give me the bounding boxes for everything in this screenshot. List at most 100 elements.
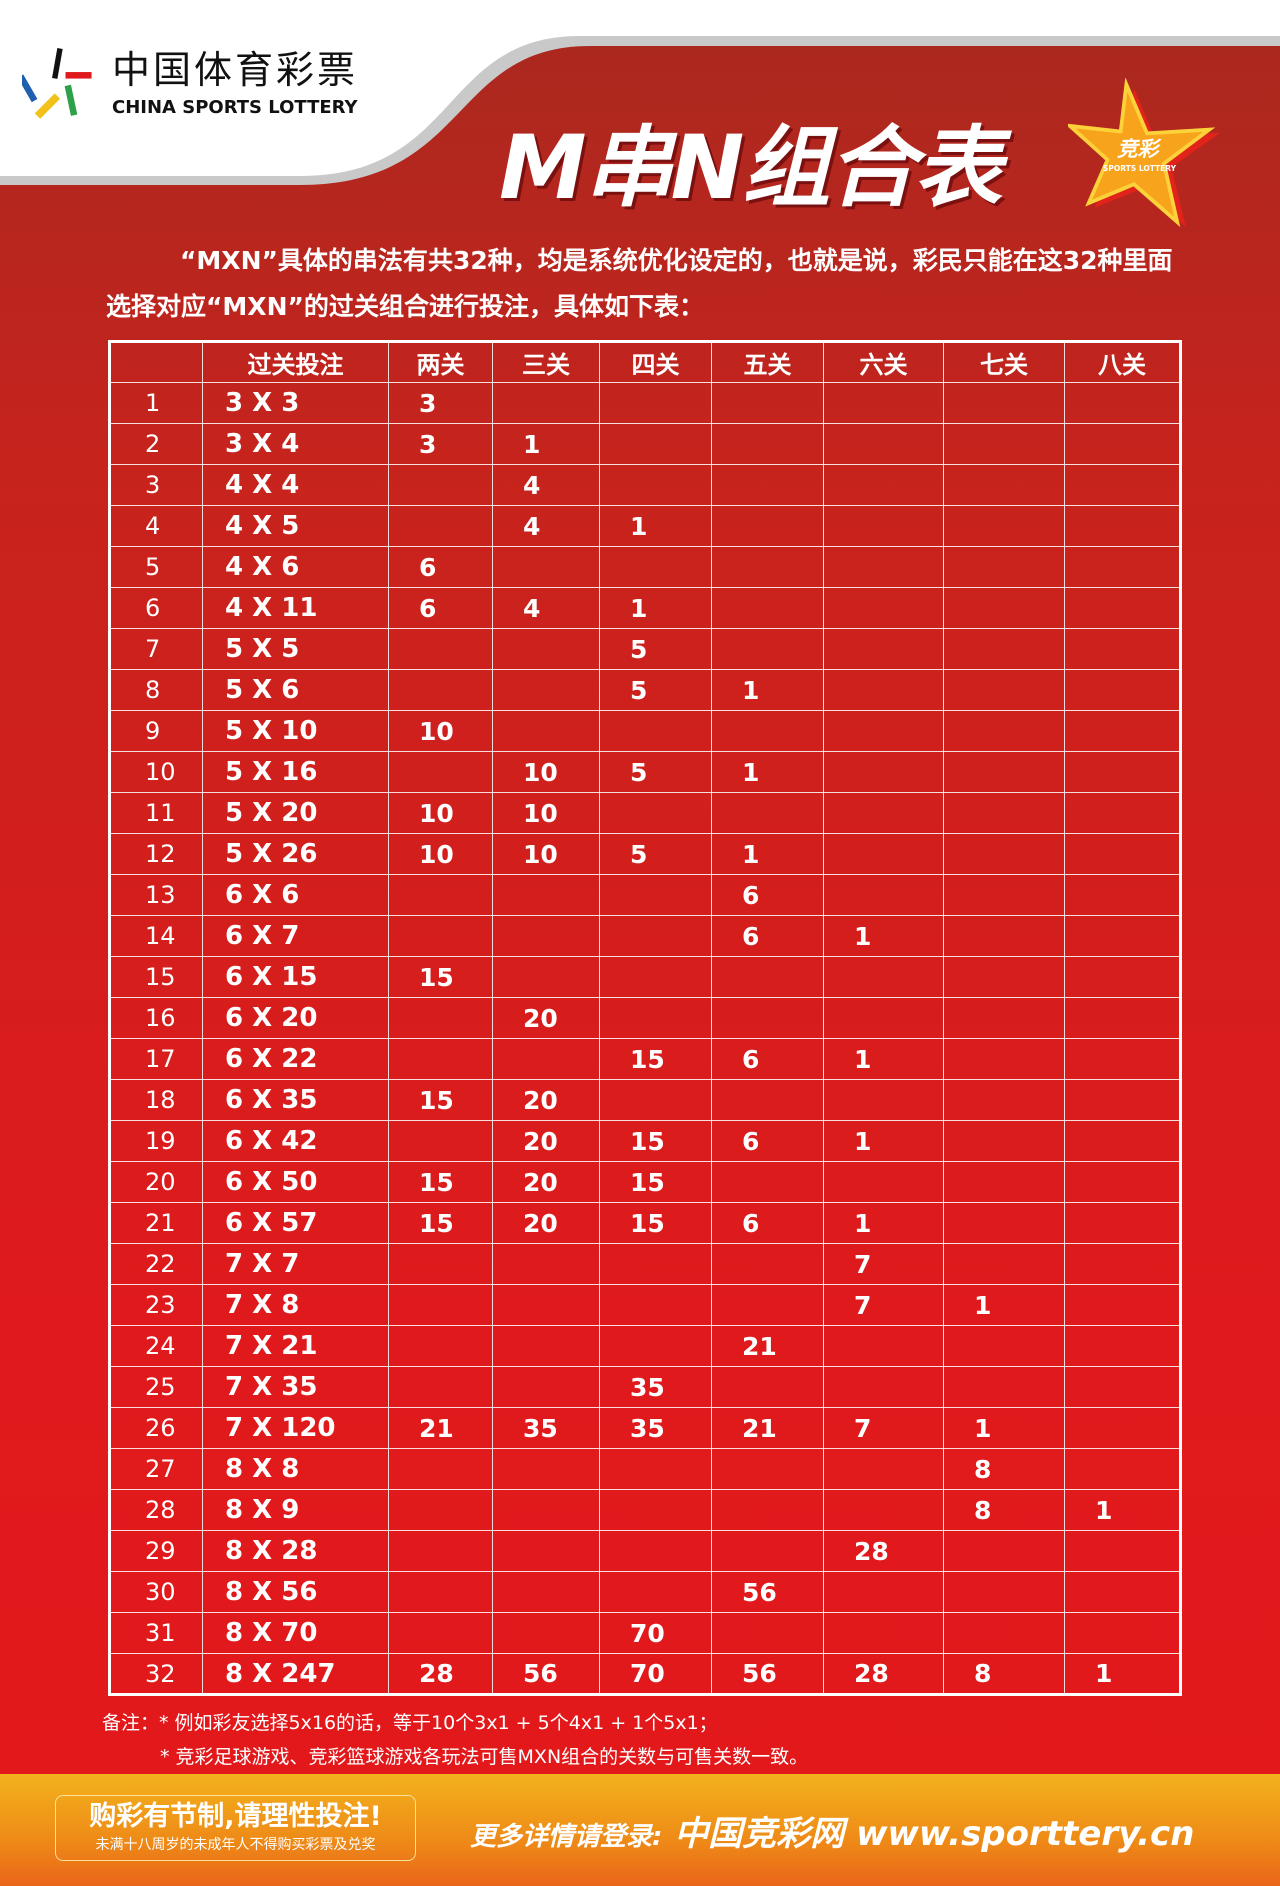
combination-count-cell (388, 464, 493, 506)
combination-count-cell (599, 1284, 712, 1326)
bet-type-cell: 5 X 6 (202, 669, 389, 711)
combination-count-cell (823, 669, 944, 711)
combination-count-cell (711, 505, 824, 547)
combination-count-cell (599, 464, 712, 506)
combination-count-cell: 28 (823, 1653, 944, 1695)
combination-count-cell: 10 (492, 751, 600, 793)
combination-count-cell: 1 (943, 1407, 1065, 1449)
combination-count-cell (943, 833, 1065, 875)
bet-type-cell: 7 X 120 (202, 1407, 389, 1449)
combination-count-cell (1064, 1366, 1181, 1408)
combination-count-cell (943, 423, 1065, 465)
combination-count-cell: 1 (1064, 1653, 1181, 1695)
combination-count-cell (1064, 1530, 1181, 1572)
combination-count-cell (943, 1161, 1065, 1203)
combination-count-cell (823, 1079, 944, 1121)
combination-count-cell (1064, 382, 1181, 424)
bet-type-cell: 6 X 57 (202, 1202, 389, 1244)
row-number: 7 (109, 628, 203, 670)
bet-type-cell: 5 X 5 (202, 628, 389, 670)
combination-count-cell (1064, 833, 1181, 875)
combination-count-cell (599, 546, 712, 588)
note-line-1: 备注：* 例如彩友选择5x16的话，等于10个3x1 + 5个4x1 + 1个5… (102, 1712, 718, 1734)
combination-count-cell: 3 (388, 382, 493, 424)
bet-type-cell: 6 X 42 (202, 1120, 389, 1162)
bet-type-cell: 8 X 9 (202, 1489, 389, 1531)
bet-type-cell: 6 X 15 (202, 956, 389, 998)
combination-count-cell (711, 1243, 824, 1285)
combination-count-cell: 10 (388, 833, 493, 875)
row-number: 25 (109, 1366, 203, 1408)
combination-count-cell: 21 (711, 1325, 824, 1367)
combination-count-cell (823, 382, 944, 424)
combination-count-cell: 70 (599, 1612, 712, 1654)
combination-count-cell (388, 1530, 493, 1572)
lottery-star-logo-icon (22, 48, 92, 119)
combination-count-cell: 15 (388, 956, 493, 998)
column-header: 四关 (599, 341, 712, 383)
combination-count-cell (711, 464, 824, 506)
bet-type-cell: 7 X 21 (202, 1325, 389, 1367)
combination-count-cell (388, 1038, 493, 1080)
header-white-wave (0, 0, 1280, 185)
bet-type-cell: 8 X 56 (202, 1571, 389, 1613)
combination-count-cell (943, 628, 1065, 670)
combination-count-cell (823, 1612, 944, 1654)
combination-count-cell (1064, 628, 1181, 670)
table-row: 12 5 X 26 10 10 5 1 (109, 833, 1181, 875)
responsible-gaming-box: 购彩有节制,请理性投注! 未满十八周岁的未成年人不得购买彩票及兑奖 (55, 1795, 416, 1861)
combination-count-cell: 20 (492, 1161, 600, 1203)
combination-count-cell (943, 1202, 1065, 1244)
website-info: 更多详情请登录: 中国竞彩网 www.sporttery.cn (470, 1810, 1194, 1861)
combination-count-cell (388, 1612, 493, 1654)
combination-count-cell: 1 (711, 751, 824, 793)
combination-count-cell: 35 (599, 1407, 712, 1449)
combination-count-cell (823, 792, 944, 834)
combination-count-cell (711, 587, 824, 629)
combination-count-cell (388, 1120, 493, 1162)
combination-count-cell (1064, 587, 1181, 629)
combination-count-cell (711, 1489, 824, 1531)
combination-count-cell (823, 833, 944, 875)
combination-count-cell (711, 1530, 824, 1572)
combination-count-cell: 15 (599, 1038, 712, 1080)
row-number: 1 (109, 382, 203, 424)
combination-count-cell: 20 (492, 1120, 600, 1162)
combination-count-cell: 1 (599, 505, 712, 547)
table-row: 32 8 X 247 28 56 70 56 28 8 1 (109, 1653, 1181, 1695)
combination-count-cell (1064, 546, 1181, 588)
combination-count-cell (599, 997, 712, 1039)
combination-count-cell: 56 (492, 1653, 600, 1695)
jingcai-star-badge-icon: 竞彩 SPORTS LOTTERY (1068, 78, 1221, 228)
combination-count-cell (1064, 1161, 1181, 1203)
footer-band (0, 1774, 1280, 1886)
notes: 备注：* 例如彩友选择5x16的话，等于10个3x1 + 5个4x1 + 1个5… (102, 1706, 808, 1774)
combination-count-cell (388, 1325, 493, 1367)
combination-count-cell (599, 1325, 712, 1367)
bet-type-cell: 8 X 8 (202, 1448, 389, 1490)
site-url-link[interactable]: www.sporttery.cn (856, 1814, 1195, 1854)
bet-type-cell: 6 X 22 (202, 1038, 389, 1080)
combination-count-cell: 28 (823, 1530, 944, 1572)
row-number: 19 (109, 1120, 203, 1162)
combination-count-cell (1064, 751, 1181, 793)
combination-count-cell: 10 (388, 710, 493, 752)
combination-count-cell (388, 1489, 493, 1531)
combination-count-cell (943, 669, 1065, 711)
combination-count-cell: 1 (823, 1202, 944, 1244)
combination-count-cell (711, 1612, 824, 1654)
bet-type-cell: 4 X 5 (202, 505, 389, 547)
combination-count-cell (1064, 1612, 1181, 1654)
combination-count-cell: 6 (711, 874, 824, 916)
bet-type-cell: 7 X 8 (202, 1284, 389, 1326)
combination-count-cell (1064, 423, 1181, 465)
combination-count-cell: 4 (492, 505, 600, 547)
combination-count-cell (492, 1243, 600, 1285)
combination-count-cell (599, 1243, 712, 1285)
combination-count-cell: 20 (492, 1202, 600, 1244)
combination-count-cell (1064, 1079, 1181, 1121)
combination-count-cell (492, 710, 600, 752)
bet-type-cell: 5 X 26 (202, 833, 389, 875)
table-row: 21 6 X 57 15 20 15 6 1 (109, 1202, 1181, 1244)
